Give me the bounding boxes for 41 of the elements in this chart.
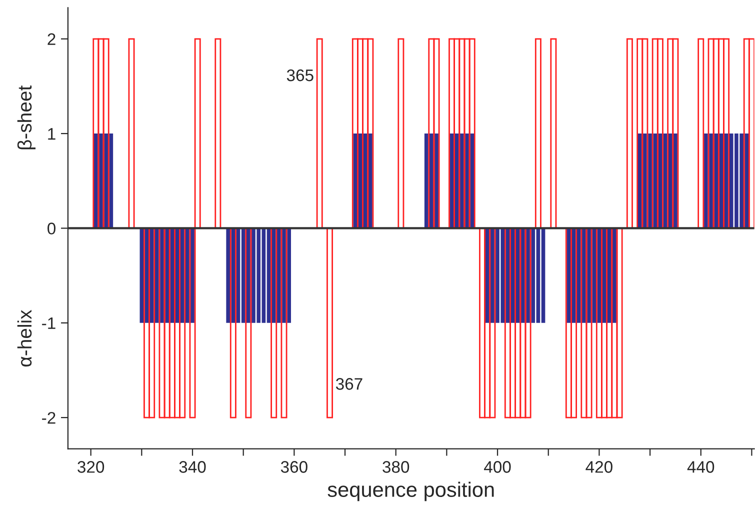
bar [596,228,602,418]
y-tick-label: 1 [48,128,56,140]
x-tick-label: 440 [687,461,714,473]
bar [534,38,542,229]
bar [698,38,704,229]
bar [479,228,486,418]
bar [189,228,196,418]
x-tick-label: 360 [280,461,308,473]
bar [504,228,511,418]
bar [245,228,252,418]
bar [194,38,201,229]
y-tick-label: -1 [42,317,56,329]
bar [128,38,135,229]
y-tick-label: 0 [48,222,56,234]
bar [158,228,166,418]
annotation: 367 [336,378,362,390]
bar [398,38,404,229]
bar [270,228,278,418]
x-tick-label: 320 [78,461,104,473]
bar [214,38,222,229]
bar [326,228,333,418]
text: α-helix [17,310,32,367]
bar [280,228,288,418]
bar [92,38,100,229]
y-tick-label: -2 [42,412,56,424]
text: β-sheet [17,85,36,150]
y-tick-label: 2 [48,33,56,45]
x-axis-title: sequence position [328,482,494,502]
bar [352,38,358,229]
bar [626,38,633,229]
bar [708,38,714,229]
x-tick-label: 340 [179,461,206,473]
x-tick-label: 380 [382,461,410,473]
bar [743,38,750,229]
x-tick-label: 420 [586,461,612,473]
bar [230,228,236,418]
bar [316,38,323,229]
annotation: 365 [286,69,314,82]
bar [550,38,557,229]
bar [448,38,456,229]
x-tick-label: 400 [484,461,511,473]
